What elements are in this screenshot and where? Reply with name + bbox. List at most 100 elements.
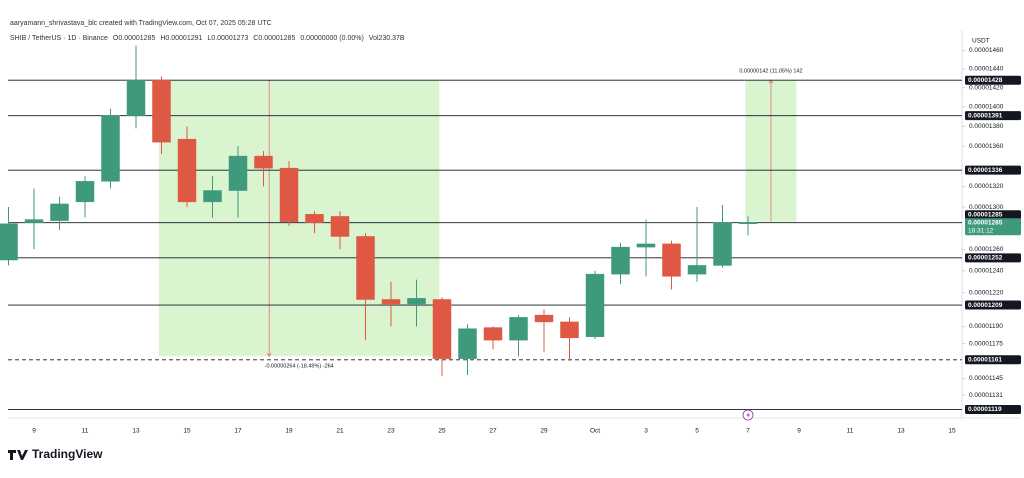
legend-item: O0.00001285 (113, 35, 156, 42)
candle-body (509, 317, 528, 341)
candle-body (203, 190, 222, 203)
legend-item: L0.00001273 (207, 35, 248, 42)
x-tick-label: 25 (438, 428, 446, 435)
candle-body (636, 243, 656, 248)
range-label: 0.00000142 (11.05%) 142 (739, 69, 802, 75)
x-tick-label: 11 (847, 428, 854, 435)
candle-body (305, 214, 324, 223)
candle-body (50, 203, 69, 221)
candle-body (611, 246, 630, 275)
y-tick-label: 0.00001320 (969, 183, 1004, 190)
event-icon[interactable] (742, 409, 754, 421)
y-tick-label: 0.00001440 (969, 66, 1004, 73)
x-tick-label: 15 (183, 428, 191, 435)
y-tick-label: 0.00001420 (969, 85, 1004, 92)
legend-item: H0.00001291 (160, 35, 202, 42)
candle-body (407, 298, 426, 305)
y-tick-label: 0.00001460 (969, 47, 1004, 54)
candle-body (228, 155, 248, 191)
x-tick-label: 5 (695, 428, 699, 435)
legend-item: Vol230.37B (369, 35, 405, 42)
legend-item: 0.00000000 (0.00%) (300, 35, 363, 42)
level-label-box (965, 300, 1021, 310)
brand-name: TradingView (32, 447, 103, 461)
candle-body (126, 79, 146, 116)
y-tick-label: 0.00001380 (969, 123, 1004, 130)
y-tick-label: 0.00001220 (969, 290, 1004, 297)
x-tick-label: 3 (644, 428, 648, 435)
candle-body (381, 299, 401, 305)
level-label: 0.00001252 (968, 255, 1003, 262)
y-tick-label: 0.00001190 (969, 323, 1003, 330)
level-label: 0.00001119 (968, 406, 1002, 413)
level-label: 0.00001209 (968, 302, 1003, 309)
level-label-box (965, 355, 1021, 365)
candle-body (254, 155, 273, 169)
candle-body (687, 265, 707, 275)
y-tick-label: 0.00001300 (969, 204, 1004, 211)
candle-body (75, 181, 95, 203)
candle-body (713, 222, 732, 266)
chart-title: aaryamann_shrivastava_blc created with T… (10, 20, 272, 27)
x-tick-label: 29 (540, 428, 548, 435)
level-label: 0.00001428 (968, 77, 1003, 84)
x-tick-label: 7 (746, 428, 750, 435)
range-box (158, 80, 440, 357)
y-tick-label: 0.00001240 (969, 268, 1004, 275)
y-tick-label: 0.00001145 (969, 375, 1003, 382)
level-label: 0.00001336 (968, 167, 1003, 174)
level-label: 0.00001391 (968, 112, 1003, 119)
candle-body (585, 273, 605, 337)
legend-item: SHIB / TetherUS · 1D · Binance (10, 35, 108, 42)
legend-item: C0.00001285 (253, 35, 295, 42)
candle-body (279, 167, 299, 222)
level-label: 0.00001285 (968, 211, 1003, 218)
x-tick-label: Oct (590, 428, 600, 435)
x-tick-label: 15 (948, 428, 956, 435)
y-tick-label: 0.00001175 (969, 340, 1003, 347)
y-tick-label: 0.00001131 (969, 392, 1003, 399)
brand-logo (8, 450, 28, 460)
level-label-box (965, 253, 1021, 263)
candle-body (738, 222, 758, 224)
candle-body (534, 314, 554, 323)
x-tick-label: 13 (897, 428, 905, 435)
candle-body (432, 299, 452, 359)
candle-body (152, 79, 171, 143)
y-tick-label: 0.00001400 (969, 104, 1004, 111)
candle-body (356, 236, 375, 300)
x-tick-label: 21 (336, 428, 344, 435)
level-label-box (965, 111, 1021, 121)
last-price-label: 0.00001285 (968, 219, 1003, 226)
x-tick-label: 9 (32, 428, 36, 435)
range-label: -0.00000264 (-18.49%) -264 (265, 364, 334, 370)
level-label-box (965, 405, 1021, 415)
x-tick-label: 27 (489, 428, 497, 435)
level-label-box (965, 165, 1021, 175)
candle-body (662, 243, 681, 277)
candle-body (330, 216, 350, 237)
x-tick-label: 19 (285, 428, 293, 435)
level-label-box (965, 210, 1021, 220)
y-tick-label: 0.00001260 (969, 246, 1004, 253)
candle-body (458, 328, 477, 359)
x-tick-label: 17 (234, 428, 242, 435)
countdown: 18:31:12 (968, 227, 994, 234)
candle-body (24, 219, 44, 223)
x-tick-label: 13 (132, 428, 140, 435)
last-price-box (965, 218, 1021, 236)
level-label: 0.00001161 (968, 356, 1002, 363)
x-tick-label: 9 (797, 428, 801, 435)
candle-body (101, 115, 120, 182)
candle-body (177, 138, 197, 203)
y-tick-label: 0.00001360 (969, 143, 1004, 150)
level-label-box (965, 75, 1021, 85)
candle-body (483, 327, 503, 341)
x-tick-label: 11 (82, 428, 89, 435)
candle-body (0, 223, 18, 261)
y-unit: USDT (972, 38, 990, 45)
x-tick-label: 23 (387, 428, 395, 435)
